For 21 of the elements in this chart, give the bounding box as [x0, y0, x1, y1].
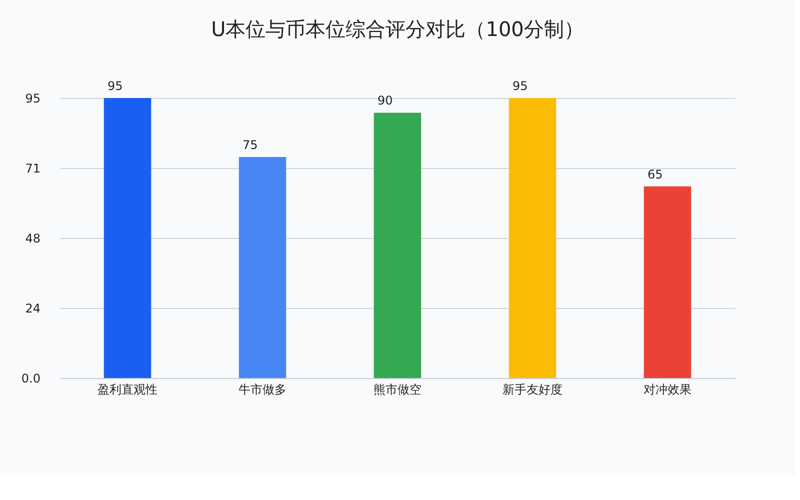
x-tick-label: 牛市做多 [238, 382, 286, 396]
bar [374, 112, 422, 378]
data-label: 95 [108, 79, 123, 93]
y-tick-label: 0.0 [21, 372, 40, 386]
bar [238, 156, 286, 378]
bar [104, 98, 152, 378]
y-tick-label: 24 [25, 302, 40, 316]
chart-title: U本位与币本位综合评分对比（100分制） [211, 17, 584, 41]
bar [644, 186, 692, 378]
bar [508, 98, 556, 378]
data-label: 65 [648, 167, 663, 182]
x-tick-label: 新手友好度 [502, 382, 562, 396]
y-tick-label: 71 [25, 162, 40, 176]
x-tick-label: 盈利直观性 [98, 382, 158, 396]
y-tick-label: 95 [25, 92, 40, 106]
x-tick-label: 熊市做空 [374, 382, 422, 396]
x-tick-label: 对冲效果 [644, 382, 692, 396]
data-label: 75 [242, 138, 258, 152]
data-label: 90 [378, 94, 393, 108]
y-tick-label: 48 [25, 232, 40, 246]
data-label: 95 [512, 79, 528, 93]
